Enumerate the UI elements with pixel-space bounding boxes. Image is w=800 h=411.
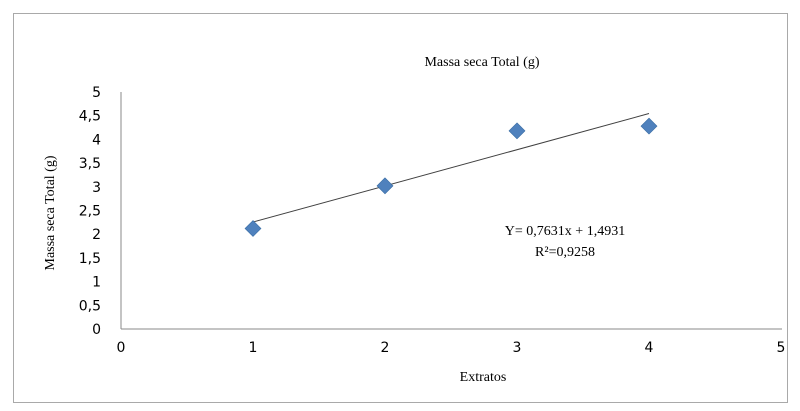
data-point-marker xyxy=(640,117,658,135)
x-tick-label: 1 xyxy=(249,340,258,356)
y-tick-label: 2,5 xyxy=(79,204,101,220)
data-point-marker xyxy=(508,122,526,140)
data-point-marker xyxy=(244,220,262,237)
y-tick-label: 0 xyxy=(92,322,101,338)
x-tick-label: 0 xyxy=(117,340,126,356)
x-tick-label: 2 xyxy=(381,340,390,356)
y-tick-label: 2 xyxy=(92,227,101,243)
y-tick-label: 4,5 xyxy=(79,109,101,125)
x-tick-label: 3 xyxy=(513,340,522,356)
chart-title: Massa seca Total (g) xyxy=(424,55,539,70)
y-tick-label: 4 xyxy=(92,132,101,148)
data-point-marker xyxy=(376,177,394,195)
y-axis-label: Massa seca Total (g) xyxy=(43,155,58,270)
y-tick-label: 0,5 xyxy=(79,298,101,314)
r-squared-label: R²=0,9258 xyxy=(535,245,595,260)
y-tick-label: 1 xyxy=(92,275,101,291)
x-tick-label: 4 xyxy=(645,340,654,356)
y-tick-label: 1,5 xyxy=(79,251,101,267)
trendline-equation: Y= 0,7631x + 1,4931 xyxy=(505,224,625,239)
chart-frame: Massa seca Total (g) Extratos Massa seca… xyxy=(13,13,788,403)
y-tick-label: 3,5 xyxy=(79,156,101,172)
x-axis-label: Extratos xyxy=(460,370,507,385)
scatter-chart: Massa seca Total (g) Extratos Massa seca… xyxy=(43,55,786,385)
y-tick-label: 3 xyxy=(92,180,101,196)
x-tick-label: 5 xyxy=(777,340,786,356)
y-tick-label: 5 xyxy=(92,85,101,101)
trendline xyxy=(252,113,650,223)
